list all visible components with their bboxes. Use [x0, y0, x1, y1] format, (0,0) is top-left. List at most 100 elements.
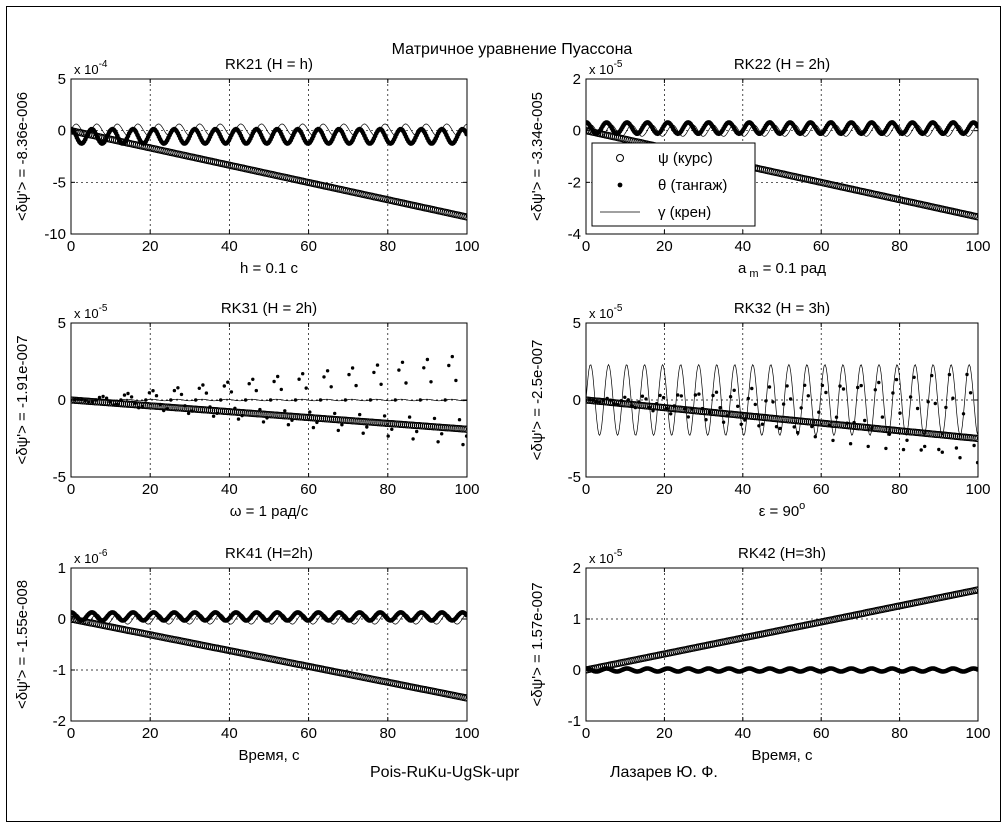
- data-point: [915, 406, 920, 411]
- data-point: [644, 397, 648, 401]
- data-point: [785, 384, 789, 388]
- data-point: [633, 405, 638, 410]
- x-tick-label: 100: [965, 238, 990, 255]
- x-tick-label: 80: [379, 238, 396, 255]
- data-point: [824, 390, 828, 395]
- x-tick-label: 100: [454, 238, 479, 255]
- y-tick-label: 2: [573, 71, 581, 88]
- x-tick-label: 80: [891, 725, 908, 742]
- y-tick-label: -4: [568, 226, 581, 243]
- data-point: [290, 418, 294, 422]
- y-exponent-power: -5: [614, 548, 623, 559]
- data-point: [845, 421, 849, 425]
- series-line-krен: [71, 123, 467, 136]
- data-point: [315, 420, 319, 425]
- data-point: [279, 387, 283, 392]
- data-point: [404, 381, 408, 385]
- y-tick-label: 5: [58, 315, 66, 332]
- data-point: [275, 411, 283, 420]
- data-point: [97, 395, 102, 400]
- data-point: [267, 411, 275, 419]
- data-point: [304, 413, 313, 422]
- y-tick-label: -5: [53, 469, 66, 486]
- data-point: [919, 448, 923, 452]
- data-point: [767, 385, 772, 389]
- x-tick-label: 60: [813, 481, 830, 498]
- data-point: [240, 413, 244, 418]
- x-tick-label: 100: [965, 481, 990, 498]
- data-point: [658, 393, 662, 398]
- data-point: [743, 418, 747, 422]
- x-tick-label: 100: [454, 481, 479, 498]
- plot-area: [71, 568, 467, 721]
- data-point: [792, 425, 796, 429]
- data-point: [254, 388, 258, 393]
- x-tick-label: 0: [582, 238, 590, 255]
- data-point: [325, 369, 330, 373]
- data-point: [866, 444, 870, 449]
- axes-box: [70, 78, 468, 235]
- x-tick-label: 60: [300, 481, 317, 498]
- data-point: [665, 406, 669, 411]
- y-axis-label: <δψ'> = -1.55e-008: [14, 580, 31, 709]
- x-axis-label-sub: m: [749, 268, 758, 280]
- data-point: [146, 402, 154, 410]
- data-point: [447, 363, 451, 368]
- data-point: [877, 380, 881, 385]
- data-point: [108, 400, 112, 404]
- series-dots-tangazh: [586, 120, 978, 137]
- x-tick-label: 40: [221, 481, 238, 498]
- data-point: [714, 390, 719, 394]
- x-tick-label: 80: [891, 238, 908, 255]
- x-axis-label-tail: = 0.1 рад: [763, 260, 827, 277]
- data-point: [329, 385, 333, 389]
- data-point: [411, 437, 415, 441]
- data-point: [126, 400, 135, 409]
- data-point: [672, 404, 676, 408]
- data-point: [129, 395, 134, 399]
- subplot-title: RK21 (H = h): [225, 56, 313, 73]
- data-point: [276, 374, 280, 379]
- data-point: [154, 394, 159, 398]
- data-point: [711, 393, 715, 398]
- data-point: [356, 417, 364, 426]
- data-point: [138, 401, 146, 409]
- data-point: [148, 402, 156, 410]
- data-point: [852, 420, 856, 425]
- x-tick-label: 0: [582, 481, 590, 498]
- legend-label: ψ (курс): [658, 150, 713, 167]
- y-tick-label: 5: [58, 71, 66, 88]
- data-layer: [71, 354, 467, 447]
- data-point: [736, 404, 740, 408]
- x-tick-label: 80: [891, 481, 908, 498]
- data-point: [954, 446, 959, 450]
- data-point: [464, 434, 467, 438]
- x-axis-label: Время, с: [752, 747, 813, 764]
- data-point: [450, 354, 454, 359]
- data-point: [810, 424, 814, 429]
- data-point: [848, 442, 853, 446]
- data-point: [433, 423, 441, 431]
- data-point: [923, 444, 927, 449]
- data-point: [912, 375, 916, 379]
- data-point: [165, 407, 169, 411]
- series-line-krен: [586, 124, 978, 137]
- data-point: [454, 378, 458, 383]
- data-point: [933, 401, 937, 406]
- x-tick-label: 0: [67, 481, 75, 498]
- data-point: [905, 438, 909, 442]
- data-point: [122, 393, 127, 397]
- y-tick-label: -5: [568, 469, 581, 486]
- axes-box: [70, 567, 468, 722]
- data-point: [227, 408, 236, 416]
- data-point: [403, 421, 412, 429]
- y-tick-label: -1: [568, 713, 581, 730]
- data-point: [690, 407, 694, 411]
- data-point: [707, 410, 712, 414]
- y-tick-label: 0: [58, 392, 66, 409]
- data-point: [308, 410, 312, 414]
- data-point: [778, 415, 786, 423]
- x-tick-label: 40: [734, 725, 751, 742]
